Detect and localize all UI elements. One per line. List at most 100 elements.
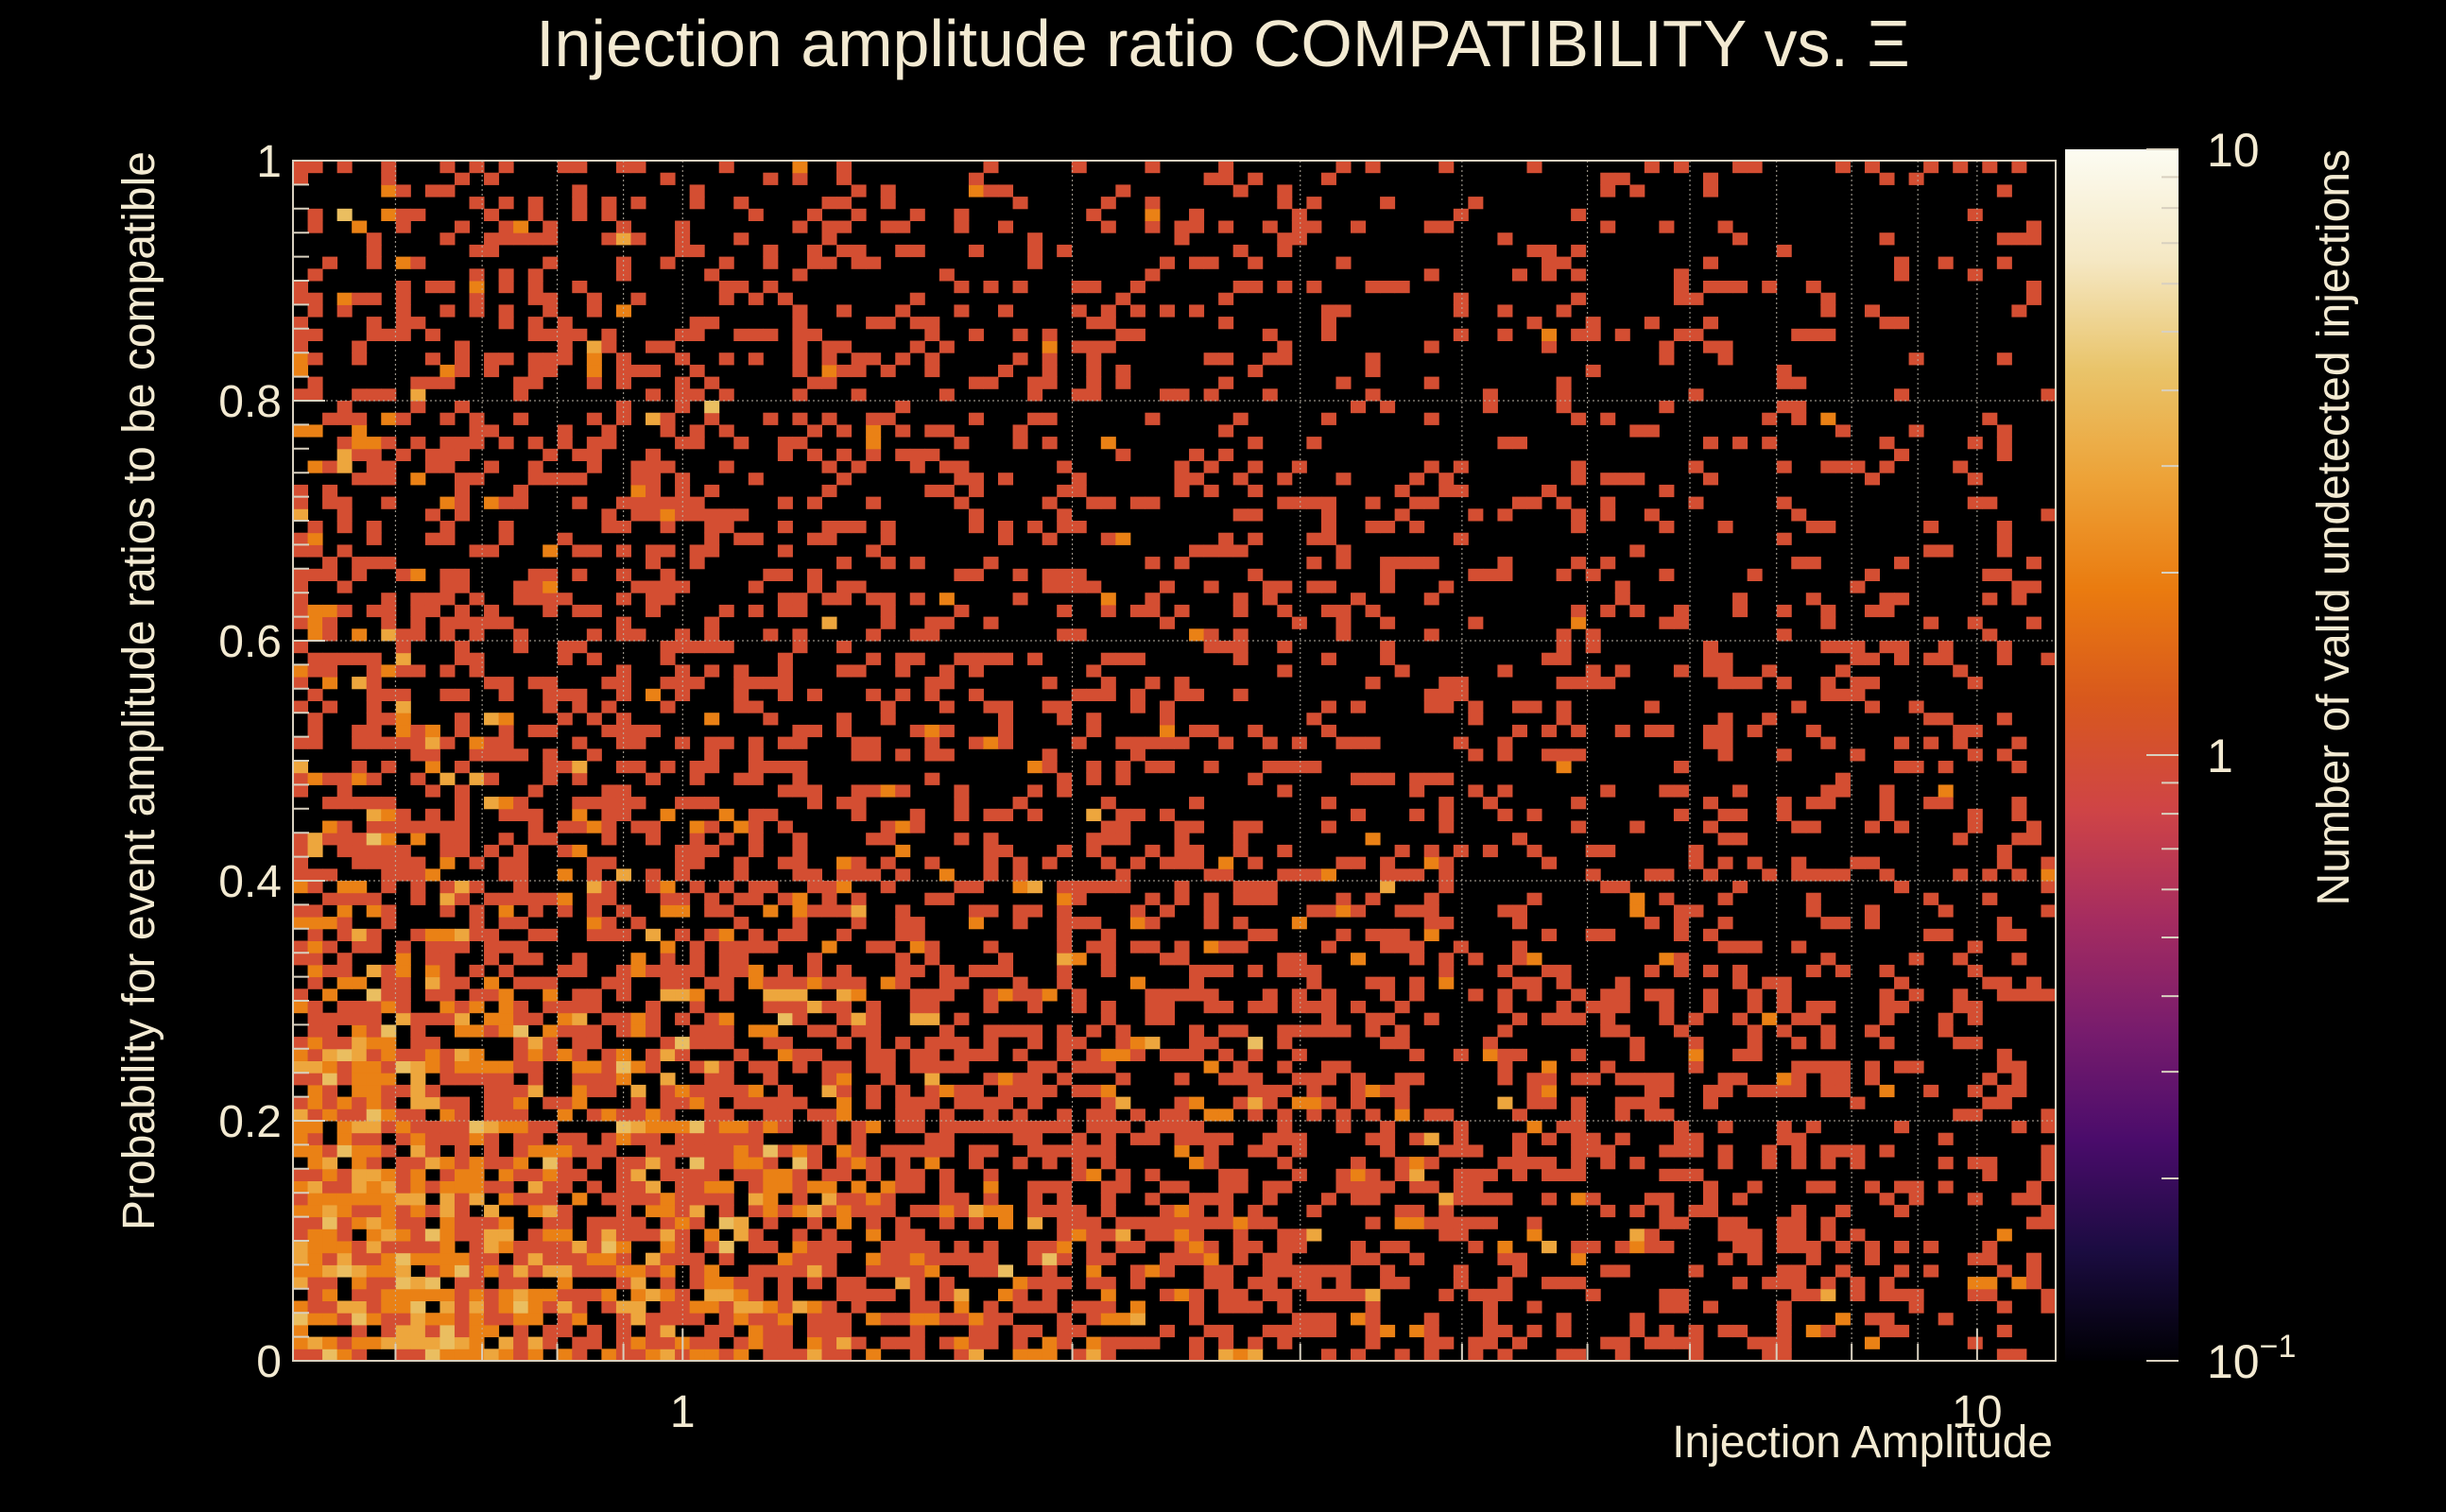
heatmap-cell xyxy=(1996,532,2012,545)
heatmap-cell xyxy=(1115,761,1131,774)
heatmap-cell xyxy=(381,664,397,678)
heatmap-cell xyxy=(909,1324,925,1338)
heatmap-cell xyxy=(307,664,323,678)
heatmap-cell xyxy=(1879,604,1895,618)
heatmap-cell xyxy=(1644,988,1660,1002)
colorbar-tick-exponent: −1 xyxy=(2260,1329,2297,1365)
heatmap-cell xyxy=(1791,940,1807,954)
heatmap-cell xyxy=(718,1277,734,1290)
heatmap-cell xyxy=(322,1024,338,1038)
heatmap-cell xyxy=(307,1060,323,1074)
heatmap-cell xyxy=(615,1060,631,1074)
heatmap-cell xyxy=(968,1336,984,1349)
heatmap-cell xyxy=(1497,1001,1513,1014)
heatmap-cell xyxy=(352,1300,368,1314)
heatmap-cell xyxy=(660,976,676,989)
heatmap-cell xyxy=(1086,1216,1102,1229)
heatmap-cell xyxy=(1600,1060,1616,1074)
heatmap-cell xyxy=(336,304,353,318)
heatmap-cell xyxy=(307,292,323,305)
heatmap-cell xyxy=(1012,197,1028,210)
heatmap-cell xyxy=(1115,1336,1131,1349)
heatmap-cell xyxy=(718,1313,734,1326)
heatmap-cell xyxy=(630,1024,646,1038)
heatmap-cell xyxy=(630,1180,646,1194)
heatmap-cell xyxy=(1071,1084,1087,1098)
heatmap-cell xyxy=(777,496,793,509)
heatmap-cell xyxy=(718,1216,734,1229)
heatmap-cell xyxy=(1894,652,1910,665)
heatmap-cell xyxy=(954,1084,970,1098)
heatmap-cell xyxy=(733,1288,749,1301)
heatmap-cell xyxy=(1805,1060,1821,1074)
heatmap-cell xyxy=(1938,256,1954,269)
heatmap-cell xyxy=(939,1313,955,1326)
heatmap-cell xyxy=(909,292,925,305)
heatmap-cell xyxy=(836,1324,853,1338)
heatmap-cell xyxy=(1100,304,1116,318)
heatmap-cell xyxy=(851,736,867,749)
heatmap-cell xyxy=(1115,328,1131,341)
heatmap-cell xyxy=(704,1108,720,1122)
heatmap-cell xyxy=(924,1264,940,1278)
heatmap-cell xyxy=(1189,797,1205,810)
heatmap-cell xyxy=(424,1313,440,1326)
heatmap-cell xyxy=(1380,1264,1396,1278)
heatmap-cell xyxy=(1218,1073,1234,1086)
heatmap-cell xyxy=(1189,1216,1205,1229)
heatmap-cell xyxy=(1673,784,1689,798)
heatmap-cell xyxy=(998,1288,1014,1301)
heatmap-cell xyxy=(1262,761,1278,774)
heatmap-cell xyxy=(1335,1264,1352,1278)
heatmap-cell xyxy=(1027,232,1043,246)
heatmap-cell xyxy=(322,1193,338,1206)
heatmap-cell xyxy=(352,1132,368,1145)
heatmap-cell xyxy=(866,1216,882,1229)
heatmap-cell xyxy=(293,364,309,378)
heatmap-cell xyxy=(660,460,676,473)
heatmap-cell xyxy=(1335,1168,1352,1181)
heatmap-cell xyxy=(527,833,543,846)
heatmap-cell xyxy=(527,904,543,918)
heatmap-cell xyxy=(763,808,779,821)
heatmap-cell xyxy=(572,772,588,785)
heatmap-cell xyxy=(1086,1300,1102,1314)
heatmap-cell xyxy=(1468,1241,1484,1254)
heatmap-cell xyxy=(410,1121,426,1134)
heatmap-cell xyxy=(630,1157,646,1170)
heatmap-cell xyxy=(1100,1157,1116,1170)
heatmap-cell xyxy=(1189,628,1205,642)
heatmap-cell xyxy=(630,1096,646,1109)
heatmap-cell xyxy=(352,472,368,486)
heatmap-cell xyxy=(1248,1336,1264,1349)
heatmap-cell xyxy=(1732,1277,1748,1290)
heatmap-cell xyxy=(527,928,543,941)
heatmap-cell xyxy=(704,628,720,642)
heatmap-cell xyxy=(1012,281,1028,294)
heatmap-cell xyxy=(689,544,705,558)
heatmap-cell xyxy=(1277,1241,1293,1254)
heatmap-cell xyxy=(1864,820,1880,833)
heatmap-cell xyxy=(293,1060,309,1074)
heatmap-cell xyxy=(293,1300,309,1314)
heatmap-cell xyxy=(1629,1324,1645,1338)
heatmap-cell xyxy=(1277,1252,1293,1265)
heatmap-cell xyxy=(660,424,676,438)
heatmap-cell xyxy=(1894,1204,1910,1218)
heatmap-cell xyxy=(1967,677,1983,690)
heatmap-cell xyxy=(1673,1121,1689,1134)
heatmap-cell xyxy=(689,437,705,450)
heatmap-cell xyxy=(866,736,882,749)
heatmap-cell xyxy=(1423,1336,1439,1349)
heatmap-cell xyxy=(718,1324,734,1338)
heatmap-cell xyxy=(689,557,705,570)
heatmap-cell xyxy=(1996,448,2012,461)
heatmap-cell xyxy=(527,1084,543,1098)
heatmap-cell xyxy=(1218,532,1234,545)
heatmap-cell xyxy=(1262,352,1278,366)
heatmap-cell xyxy=(381,1241,397,1254)
heatmap-cell xyxy=(1453,1193,1469,1206)
heatmap-cell xyxy=(1629,1157,1645,1170)
heatmap-cell xyxy=(836,448,853,461)
heatmap-cell xyxy=(630,1300,646,1314)
